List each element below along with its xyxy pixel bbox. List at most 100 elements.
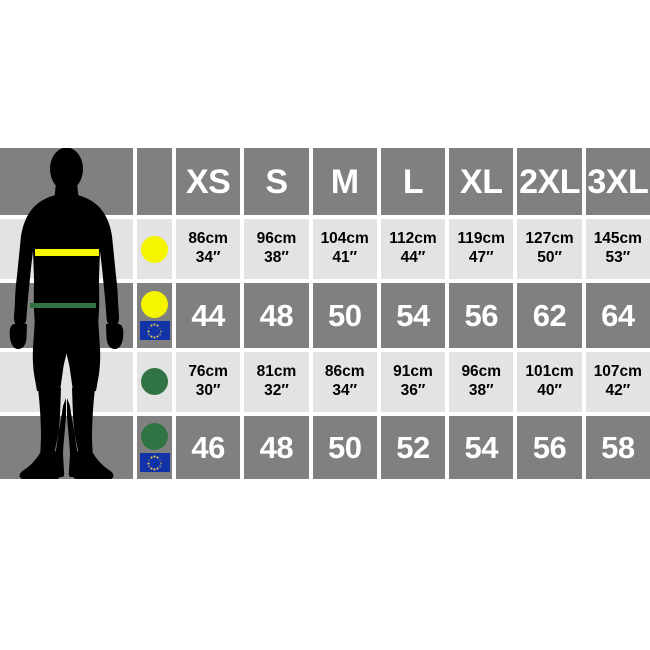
cell-chest-3xl: 145cm 53″ [585, 219, 650, 280]
header-size-s: S [244, 148, 309, 216]
measurement-cm: 86cm [324, 362, 365, 380]
measurement-cm: 96cm [256, 230, 297, 248]
measurement-value: 104cm 41″ [321, 230, 369, 268]
measurement-inch: 36″ [400, 381, 426, 399]
measurement-inch: 38″ [264, 249, 289, 267]
table-row: 86cm 34″ 96cm 38″ 104cm 41″ 112cm [0, 219, 650, 280]
measurement-cm: 112cm [389, 230, 437, 248]
cell-chest-eu-l: 54 [380, 283, 446, 348]
cell-chest-m: 104cm 41″ [312, 219, 377, 280]
measurement-cm: 127cm [525, 230, 574, 248]
size-label: 2XL [519, 162, 580, 201]
measurement-inch: 30″ [195, 381, 221, 399]
measurement-value: 145cm 53″ [594, 230, 642, 268]
size-label: L [402, 162, 424, 201]
marker-stack [139, 422, 170, 472]
measurement-value: 86cm 34″ [188, 230, 228, 268]
eu-size-value: 52 [396, 429, 430, 465]
measurement-value: 86cm 34″ [325, 363, 365, 401]
eu-size-value: 50 [327, 297, 362, 333]
measurement-value: 91cm 36″ [393, 363, 433, 401]
cell-waist-s: 81cm 32″ [244, 351, 309, 412]
row-figure-cell [0, 283, 133, 348]
header-size-m: M [312, 148, 377, 216]
eu-size-value: 46 [191, 429, 225, 465]
measurement-inch: 44″ [400, 249, 426, 267]
row-figure-cell [0, 351, 133, 412]
cell-waist-3xl: 107cm 42″ [585, 351, 650, 412]
eu-size-value: 48 [259, 297, 294, 333]
header-icon-cell [137, 148, 172, 216]
row-marker-cell [137, 415, 172, 479]
size-label: S [265, 162, 288, 201]
cell-chest-eu-3xl: 64 [585, 283, 650, 348]
cell-chest-xs: 86cm 34″ [176, 219, 241, 280]
eu-size-value: 44 [191, 297, 225, 333]
size-label: XL [460, 162, 503, 201]
cell-chest-xl: 119cm 47″ [449, 219, 514, 280]
measurement-inch: 47″ [468, 249, 494, 267]
row-marker-cell [137, 283, 172, 348]
measurement-value: 127cm 50″ [525, 230, 573, 268]
measurement-cm: 91cm [393, 362, 433, 380]
measurement-value: 112cm 44″ [389, 230, 436, 268]
cell-waist-xl: 96cm 38″ [449, 351, 514, 412]
cell-chest-l: 112cm 44″ [380, 219, 446, 280]
measurement-cm: 104cm [320, 230, 369, 248]
row-marker-cell [137, 351, 172, 412]
cell-waist-eu-2xl: 56 [517, 415, 582, 479]
measurement-cm: 119cm [457, 230, 505, 248]
eu-size-value: 54 [464, 429, 499, 465]
row-figure-cell [0, 219, 133, 280]
measurement-inch: 34″ [332, 381, 358, 399]
row-marker-cell [137, 219, 172, 280]
cell-waist-eu-m: 50 [312, 415, 377, 479]
marker-stack [141, 368, 168, 396]
cell-waist-xs: 76cm 30″ [176, 351, 241, 412]
eu-flag-icon [139, 320, 170, 340]
eu-size-value: 54 [396, 297, 430, 333]
measurement-inch: 34″ [195, 249, 221, 267]
measurement-value: 96cm 38″ [461, 363, 501, 401]
measurement-value: 119cm 47″ [458, 230, 505, 268]
cell-chest-eu-2xl: 62 [517, 283, 582, 348]
measurement-inch: 53″ [605, 249, 631, 267]
cell-waist-eu-3xl: 58 [585, 415, 650, 479]
measurement-inch: 41″ [332, 249, 358, 267]
eu-flag-icon [139, 452, 170, 472]
cell-waist-eu-s: 48 [244, 415, 309, 479]
size-label: XS [185, 162, 231, 201]
cell-chest-eu-s: 48 [244, 283, 309, 348]
measurement-inch: 50″ [537, 249, 562, 267]
cell-waist-eu-xs: 46 [176, 415, 241, 479]
cell-waist-2xl: 101cm 40″ [517, 351, 582, 412]
eu-size-value: 50 [327, 429, 362, 465]
measurement-cm: 101cm [525, 362, 574, 380]
measurement-value: 107cm 42″ [594, 363, 642, 401]
yellow-dot-icon [141, 290, 168, 318]
size-label: M [330, 162, 359, 201]
measurement-inch: 32″ [264, 381, 289, 399]
cell-chest-2xl: 127cm 50″ [517, 219, 582, 280]
header-size-xl: XL [449, 148, 514, 216]
size-label: 3XL [587, 162, 649, 201]
measurement-value: 96cm 38″ [257, 230, 297, 268]
row-figure-cell [0, 415, 133, 479]
cell-chest-eu-m: 50 [312, 283, 377, 348]
table-row: 46 48 50 52 54 56 58 [0, 415, 650, 479]
cell-waist-m: 86cm 34″ [312, 351, 377, 412]
header-size-l: L [380, 148, 446, 216]
measurement-cm: 107cm [593, 362, 642, 380]
eu-size-value: 56 [464, 297, 499, 333]
measurement-cm: 96cm [461, 362, 502, 380]
yellow-dot-icon [141, 235, 168, 263]
cell-waist-l: 91cm 36″ [380, 351, 446, 412]
cell-chest-eu-xl: 56 [449, 283, 514, 348]
measurement-inch: 38″ [468, 381, 494, 399]
header-size-3xl: 3XL [585, 148, 650, 216]
eu-size-value: 48 [259, 429, 294, 465]
marker-stack [139, 290, 170, 340]
table-row: 44 48 50 54 56 62 64 [0, 283, 650, 348]
header-figure-cell [0, 148, 133, 216]
